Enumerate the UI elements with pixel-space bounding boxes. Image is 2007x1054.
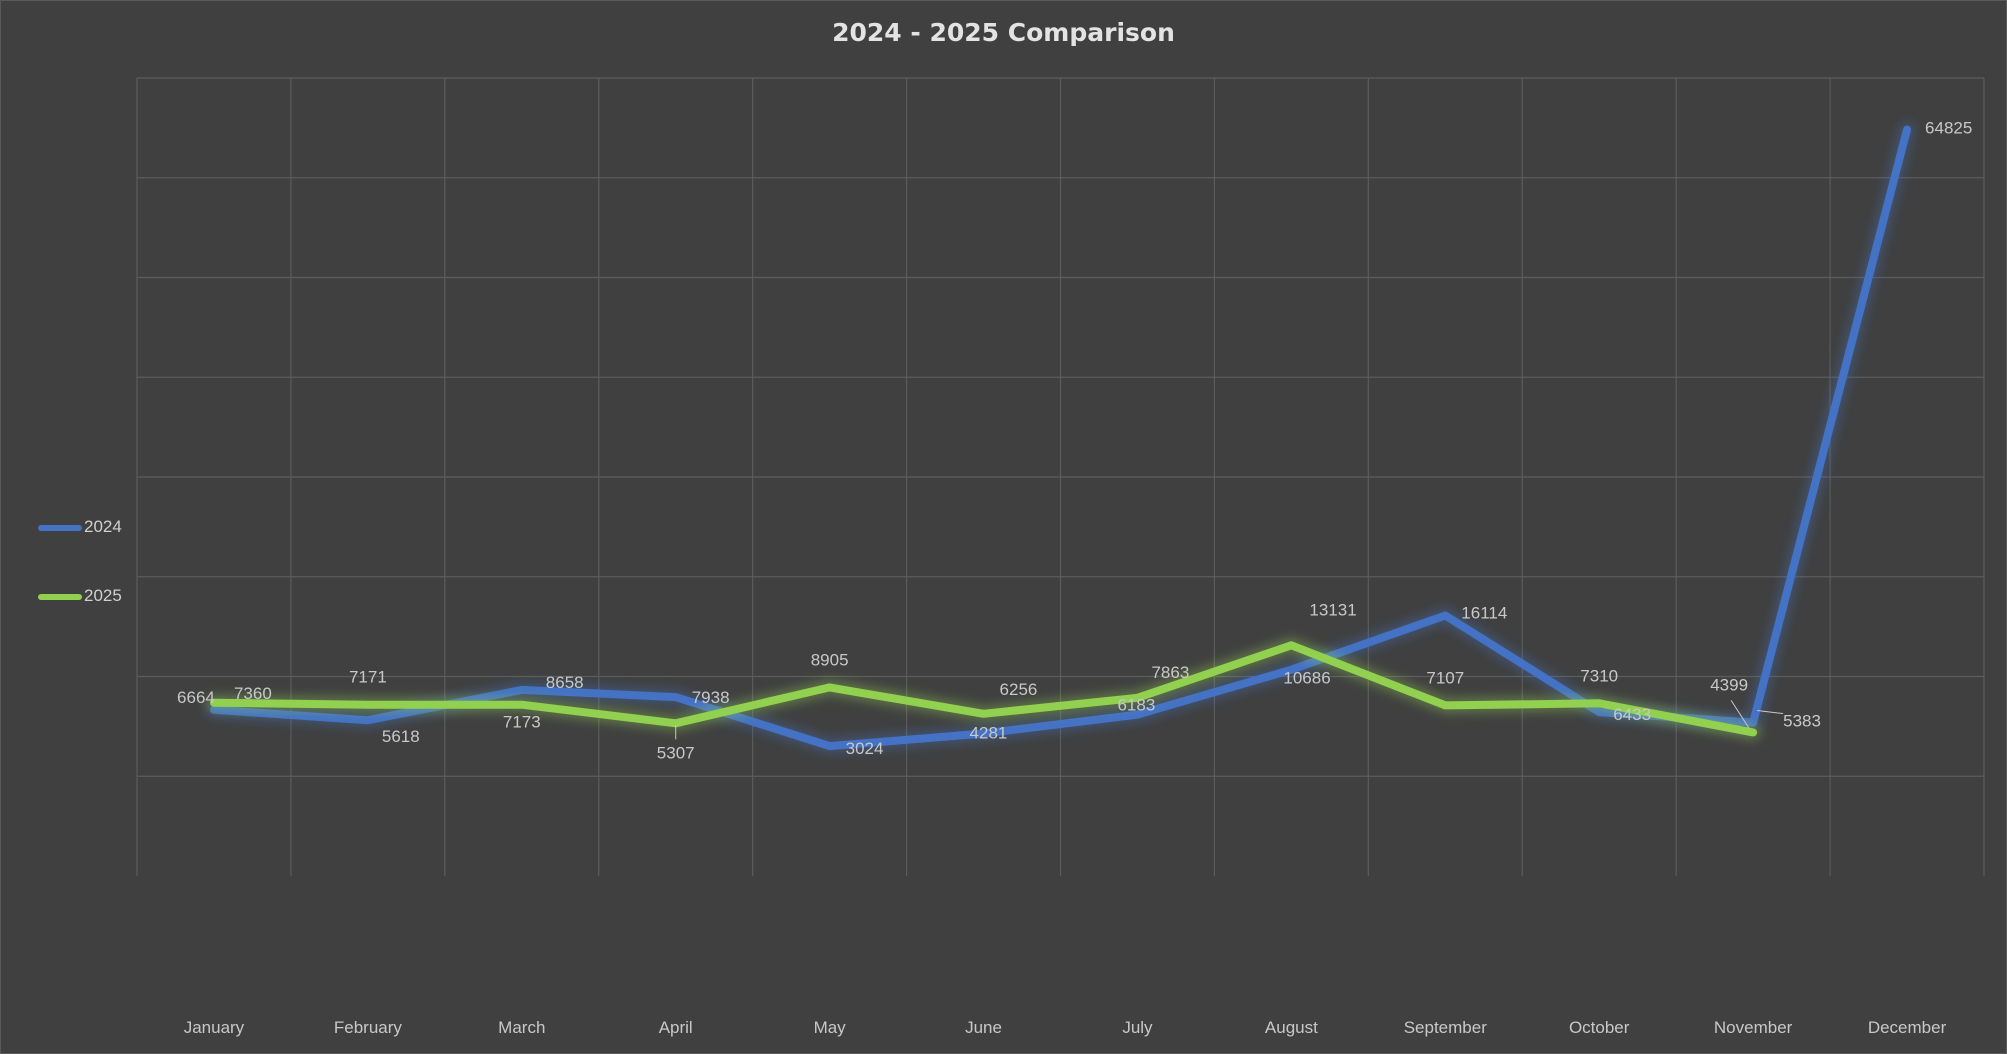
x-tick-label: December <box>1868 1018 1947 1037</box>
series-2025-point[interactable] <box>364 701 371 708</box>
x-tick-label: July <box>1122 1018 1153 1037</box>
data-label-2025: 8905 <box>811 650 849 669</box>
data-label-leader <box>1730 700 1750 729</box>
series-2025-point[interactable] <box>1750 729 1757 736</box>
data-label-2025: 7107 <box>1426 668 1464 687</box>
series-2024-point[interactable] <box>1288 666 1295 673</box>
data-label-2024: 6664 <box>177 688 215 707</box>
data-label-2025: 13131 <box>1309 600 1356 619</box>
data-label-2024: 7938 <box>692 688 730 707</box>
series-2025-point[interactable] <box>210 699 217 706</box>
legend-label-2025: 2025 <box>84 586 122 605</box>
legend-swatch-2025 <box>38 594 82 600</box>
data-label-2025: 5307 <box>657 743 695 762</box>
data-label-2024: 16114 <box>1461 604 1507 623</box>
data-label-leader <box>1757 710 1784 715</box>
legend-label-2024: 2024 <box>84 517 122 536</box>
data-label-2024: 10686 <box>1283 669 1330 688</box>
series-2024-point[interactable] <box>518 686 525 693</box>
data-label-2024: 4281 <box>970 724 1008 743</box>
series-2025-point[interactable] <box>1134 694 1141 701</box>
legend-swatch-2024 <box>38 525 82 531</box>
series-2025-point[interactable] <box>1596 700 1603 707</box>
series-2024-point[interactable] <box>826 743 833 750</box>
data-label-2025: 7863 <box>1151 663 1189 682</box>
x-tick-label: September <box>1404 1018 1487 1037</box>
x-tick-label: October <box>1569 1018 1630 1037</box>
x-tick-label: March <box>498 1018 545 1037</box>
series-2024-point[interactable] <box>364 717 371 724</box>
series-2025-point[interactable] <box>672 720 679 727</box>
data-label-2025: 7310 <box>1580 666 1618 685</box>
x-tick-label: May <box>814 1018 847 1037</box>
series-2024-point[interactable] <box>1442 612 1449 619</box>
legend-item-2025[interactable]: 2025 <box>38 584 158 608</box>
x-tick-label: August <box>1265 1018 1318 1037</box>
series-2025-point[interactable] <box>826 684 833 691</box>
x-tick-label: June <box>965 1018 1002 1037</box>
series-2025-point[interactable] <box>980 710 987 717</box>
series-2024-point[interactable] <box>980 730 987 737</box>
data-label-2025: 6256 <box>1000 680 1038 699</box>
chart-title: 2024 - 2025 Comparison <box>832 18 1175 47</box>
data-label-2025: 7360 <box>234 684 272 703</box>
legend-item-2024[interactable]: 2024 <box>38 515 158 539</box>
data-label-2024: 5383 <box>1783 712 1821 731</box>
data-label-2024: 6183 <box>1117 696 1155 715</box>
series-2024-point[interactable] <box>1904 126 1911 133</box>
data-label-2024: 8658 <box>546 673 584 692</box>
data-label-2025: 4399 <box>1710 675 1748 694</box>
data-label-2024: 6433 <box>1613 705 1651 724</box>
data-label-2024: 3024 <box>846 739 884 758</box>
x-tick-label: April <box>659 1018 693 1037</box>
x-tick-label: November <box>1714 1018 1793 1037</box>
data-label-2025: 7171 <box>349 668 387 687</box>
data-label-2024: 5618 <box>382 727 420 746</box>
data-label-2025: 7173 <box>503 713 541 732</box>
series-2025-point[interactable] <box>1442 702 1449 709</box>
series-2024-point[interactable] <box>672 694 679 701</box>
x-tick-label: January <box>184 1018 245 1037</box>
series-2024-point[interactable] <box>1134 711 1141 718</box>
x-tick-label: February <box>334 1018 403 1037</box>
data-label-2024: 64825 <box>1925 119 1972 138</box>
series-2025-point[interactable] <box>1288 642 1295 649</box>
series-2025-point[interactable] <box>518 701 525 708</box>
